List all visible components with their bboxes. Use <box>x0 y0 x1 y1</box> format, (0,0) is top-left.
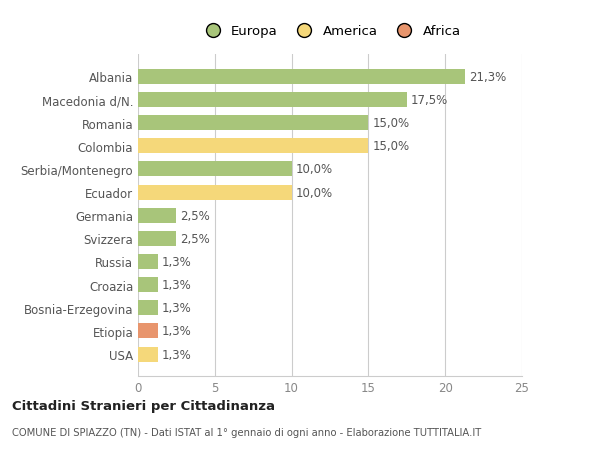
Bar <box>138 185 292 200</box>
Bar <box>138 116 368 131</box>
Text: 2,5%: 2,5% <box>180 232 210 245</box>
Bar <box>138 301 158 316</box>
Bar <box>138 347 158 362</box>
Text: Cittadini Stranieri per Cittadinanza: Cittadini Stranieri per Cittadinanza <box>12 399 275 412</box>
Bar <box>138 70 465 85</box>
Text: 2,5%: 2,5% <box>180 209 210 222</box>
Bar <box>138 231 176 246</box>
Text: 17,5%: 17,5% <box>410 94 448 107</box>
Text: 1,3%: 1,3% <box>162 279 191 291</box>
Text: 10,0%: 10,0% <box>295 163 332 176</box>
Bar <box>138 162 292 177</box>
Text: 15,0%: 15,0% <box>372 117 409 130</box>
Text: 1,3%: 1,3% <box>162 325 191 338</box>
Bar <box>138 93 407 108</box>
Bar <box>138 139 368 154</box>
Bar <box>138 278 158 292</box>
Text: 1,3%: 1,3% <box>162 302 191 314</box>
Text: 1,3%: 1,3% <box>162 348 191 361</box>
Legend: Europa, America, Africa: Europa, America, Africa <box>194 20 466 44</box>
Bar <box>138 208 176 223</box>
Bar <box>138 254 158 269</box>
Text: COMUNE DI SPIAZZO (TN) - Dati ISTAT al 1° gennaio di ogni anno - Elaborazione TU: COMUNE DI SPIAZZO (TN) - Dati ISTAT al 1… <box>12 427 481 437</box>
Text: 15,0%: 15,0% <box>372 140 409 153</box>
Bar <box>138 324 158 339</box>
Text: 1,3%: 1,3% <box>162 255 191 269</box>
Text: 21,3%: 21,3% <box>469 71 506 84</box>
Text: 10,0%: 10,0% <box>295 186 332 199</box>
